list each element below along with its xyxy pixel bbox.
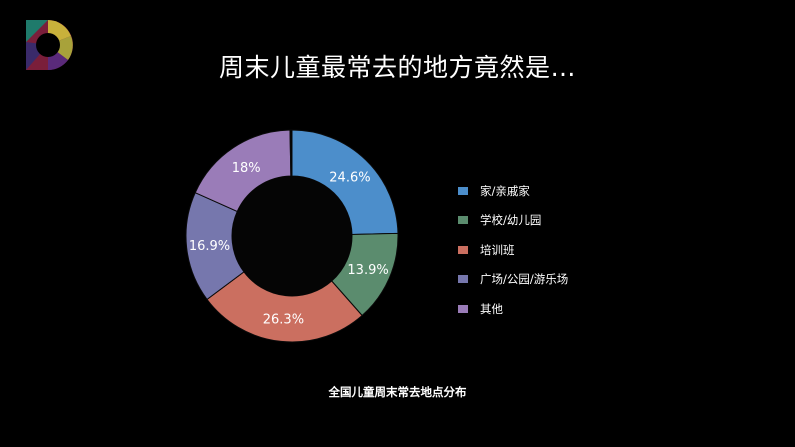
legend-swatch	[458, 216, 468, 225]
legend-item: 培训班	[458, 235, 568, 265]
legend-swatch	[458, 186, 468, 195]
legend-swatch	[458, 245, 468, 254]
chart-legend: 家/亲戚家学校/幼儿园 培训班广场/公园/游乐场 其他	[458, 176, 568, 324]
legend-item: 其他	[458, 294, 568, 324]
slice-label-3: 16.9%	[189, 239, 230, 254]
slide-title: 周末儿童最常去的地方竟然是…	[218, 53, 576, 82]
slice-label-2: 26.3%	[263, 313, 304, 328]
legend-item: 家/亲戚家	[458, 176, 568, 206]
slice-label-0: 24.6%	[329, 171, 370, 186]
legend-label: 学校/幼儿园	[480, 213, 542, 228]
legend-item: 学校/幼儿园	[458, 206, 568, 236]
slice-label-1: 13.9%	[347, 263, 388, 278]
legend-item: 广场/公园/游乐场	[458, 265, 568, 295]
legend-label: 其他	[480, 301, 503, 316]
legend-swatch	[458, 275, 468, 284]
brand-logo	[26, 20, 73, 70]
slice-label-4: 18%	[232, 161, 261, 176]
donut-hole	[232, 176, 352, 296]
legend-label: 家/亲戚家	[480, 183, 530, 198]
legend-label: 培训班	[480, 242, 515, 257]
chart-caption: 全国儿童周末常去地点分布	[328, 385, 467, 399]
legend-swatch	[458, 304, 468, 313]
donut-slice-5	[289, 129, 293, 177]
legend-label: 广场/公园/游乐场	[480, 272, 569, 287]
